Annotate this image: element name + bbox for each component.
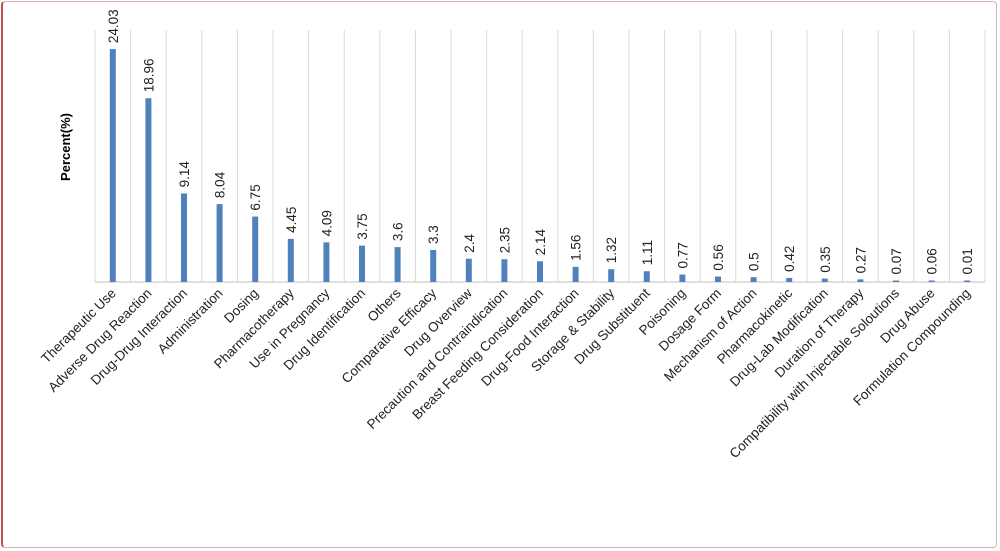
bar xyxy=(821,278,828,282)
bar xyxy=(252,216,259,282)
value-label: 3.3 xyxy=(426,225,441,244)
bars xyxy=(109,49,971,283)
value-label: 1.11 xyxy=(640,240,655,265)
value-labels: 24.03 18.96 9.14 8.04 6.75 4.45 4.09 3.75 3.6 3.3… xyxy=(106,9,975,274)
value-label: 0.77 xyxy=(675,242,690,268)
value-label: 4.45 xyxy=(284,207,299,233)
bar xyxy=(572,266,579,282)
bar xyxy=(893,280,899,282)
bar xyxy=(964,280,971,282)
value-label: 3.75 xyxy=(355,213,370,239)
bar xyxy=(928,280,935,282)
value-label: 0.01 xyxy=(960,248,975,274)
value-label: 0.27 xyxy=(853,247,868,273)
bar xyxy=(394,247,401,282)
value-label: 8.04 xyxy=(213,171,228,198)
bar xyxy=(786,277,793,282)
bar xyxy=(679,274,686,282)
category-label: Breast Feeding Consideration xyxy=(409,286,546,423)
bar xyxy=(750,277,757,282)
value-label: 24.03 xyxy=(106,9,121,43)
bar xyxy=(857,279,864,282)
value-label: 1.32 xyxy=(604,237,619,263)
bar xyxy=(537,261,543,282)
value-label: 18.96 xyxy=(141,58,156,92)
category-label: Administration xyxy=(155,286,226,357)
bar xyxy=(359,245,365,282)
value-label: 6.75 xyxy=(248,184,263,210)
bar xyxy=(501,259,508,282)
bar xyxy=(465,258,472,282)
y-axis-label: Percent(%) xyxy=(58,113,73,181)
bar xyxy=(145,98,152,282)
bar xyxy=(643,271,650,282)
value-label: 4.09 xyxy=(319,210,334,236)
bar xyxy=(430,250,437,282)
bar xyxy=(287,238,294,282)
value-label: 0.42 xyxy=(782,246,797,272)
value-label: 0.5 xyxy=(747,252,762,271)
value-label: 0.56 xyxy=(711,244,726,270)
gridlines xyxy=(94,30,986,282)
value-label: 0.06 xyxy=(925,248,940,274)
value-label: 2.4 xyxy=(462,233,477,252)
value-label: 3.6 xyxy=(391,222,406,241)
value-label: 0.07 xyxy=(889,248,904,274)
value-label: 0.35 xyxy=(818,246,833,272)
bar xyxy=(608,269,615,282)
bar xyxy=(109,49,116,283)
bar xyxy=(181,193,187,282)
value-label: 9.14 xyxy=(177,161,192,188)
value-label: 2.14 xyxy=(533,228,548,255)
bar xyxy=(216,204,223,282)
value-label: 2.35 xyxy=(497,227,512,253)
bar xyxy=(715,276,721,282)
bar xyxy=(323,242,330,282)
value-label: 1.56 xyxy=(569,235,584,261)
